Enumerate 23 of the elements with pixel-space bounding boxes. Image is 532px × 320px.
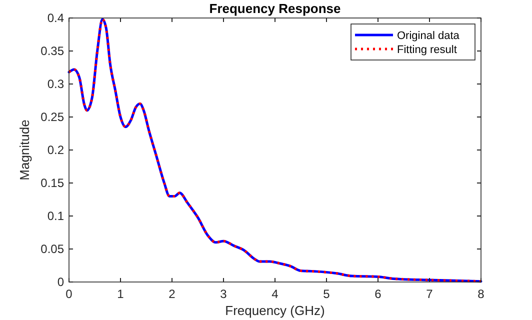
y-tick-label: 0.2: [47, 143, 64, 157]
x-tick-label: 7: [426, 287, 434, 301]
x-tick-label: 8: [478, 287, 485, 301]
y-axis-title: Magnitude: [17, 120, 32, 180]
y-tick-label: 0.05: [40, 242, 64, 256]
x-tick-label: 1: [117, 287, 124, 301]
x-tick-label: 4: [272, 287, 279, 301]
x-tick-label: 6: [374, 287, 382, 301]
x-tick-label: 0: [66, 287, 73, 301]
y-tick-label: 0.15: [40, 176, 64, 190]
legend-label: Fitting result: [397, 44, 457, 56]
x-tick-label: 2: [168, 287, 176, 301]
chart-title: Frequency Response: [209, 1, 341, 16]
x-tick-label: 5: [323, 287, 330, 301]
y-tick-label: 0: [57, 275, 64, 289]
x-tick-label: 3: [220, 287, 228, 301]
y-tick-label: 0.25: [40, 110, 64, 124]
y-tick-label: 0.1: [47, 209, 64, 223]
legend-label: Original data: [397, 30, 460, 42]
y-tick-label: 0.4: [47, 11, 64, 25]
y-tick-label: 0.3: [47, 77, 64, 91]
y-tick-label: 0.35: [40, 44, 64, 58]
x-axis-title: Frequency (GHz): [225, 303, 325, 318]
